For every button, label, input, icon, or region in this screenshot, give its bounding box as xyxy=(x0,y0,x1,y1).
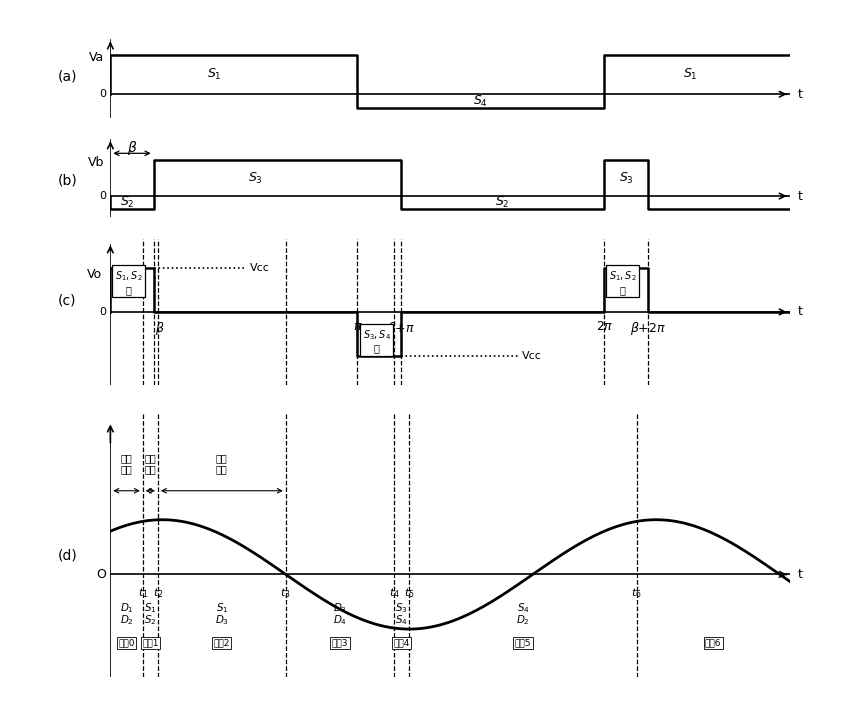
Text: $2\pi$: $2\pi$ xyxy=(595,320,613,333)
Text: $S_1$: $S_1$ xyxy=(683,67,698,82)
Text: (a): (a) xyxy=(58,70,77,83)
Text: $t_2$: $t_2$ xyxy=(153,586,163,600)
Text: $t_4$: $t_4$ xyxy=(389,586,400,600)
Text: $D_1$: $D_1$ xyxy=(120,602,133,615)
Text: $t_6$: $t_6$ xyxy=(632,586,642,600)
Text: $t_5$: $t_5$ xyxy=(404,586,414,600)
Text: $S_3,S_4$
온: $S_3,S_4$ 온 xyxy=(363,328,391,353)
Text: 0: 0 xyxy=(99,307,106,317)
Text: $S_2$: $S_2$ xyxy=(144,613,156,627)
Text: $\beta$: $\beta$ xyxy=(155,320,165,337)
Text: $\beta$: $\beta$ xyxy=(127,139,138,157)
Text: 환류
모드: 환류 모드 xyxy=(216,453,228,475)
Text: Vb: Vb xyxy=(87,155,104,169)
Text: $S_1$: $S_1$ xyxy=(207,67,222,82)
Text: $S_4$: $S_4$ xyxy=(516,602,530,615)
Text: $\beta$+$\pi$: $\beta$+$\pi$ xyxy=(386,320,414,337)
Text: 구간4: 구간4 xyxy=(393,639,410,647)
Text: 회생
모드: 회생 모드 xyxy=(121,453,132,475)
Text: 구간3: 구간3 xyxy=(332,639,348,647)
Text: t: t xyxy=(797,305,802,319)
Text: (d): (d) xyxy=(57,548,77,562)
Text: $\beta$+$2\pi$: $\beta$+$2\pi$ xyxy=(629,320,666,337)
Text: $D_3$: $D_3$ xyxy=(333,602,347,615)
Text: t: t xyxy=(797,190,802,202)
Text: $S_1$: $S_1$ xyxy=(144,602,157,615)
Text: 0: 0 xyxy=(99,89,106,99)
Text: 구간5: 구간5 xyxy=(514,639,531,647)
Text: Vcc: Vcc xyxy=(250,263,270,273)
Text: (c): (c) xyxy=(58,294,76,308)
Text: 전력
전달: 전력 전달 xyxy=(144,453,156,475)
Text: Va: Va xyxy=(89,51,104,63)
Text: $S_2$: $S_2$ xyxy=(121,195,135,210)
Text: t: t xyxy=(797,88,802,101)
Text: $S_3$: $S_3$ xyxy=(396,602,408,615)
Text: Vcc: Vcc xyxy=(522,351,542,361)
Text: $S_1,S_2$
온: $S_1,S_2$ 온 xyxy=(115,270,143,294)
Text: 구간6: 구간6 xyxy=(705,639,722,647)
Text: $S_4$: $S_4$ xyxy=(396,613,408,627)
Text: $\pi$: $\pi$ xyxy=(352,320,363,333)
Text: 구간1: 구간1 xyxy=(142,639,159,647)
Text: $S_3$: $S_3$ xyxy=(248,170,263,186)
Text: $S_4$: $S_4$ xyxy=(474,94,488,109)
Text: $S_3$: $S_3$ xyxy=(619,170,633,186)
Text: $t_1$: $t_1$ xyxy=(138,586,148,600)
Text: $S_1,S_2$
온: $S_1,S_2$ 온 xyxy=(609,270,636,294)
Text: Vo: Vo xyxy=(87,268,103,281)
Text: (b): (b) xyxy=(57,173,77,187)
Text: $D_2$: $D_2$ xyxy=(516,613,530,627)
Text: 0: 0 xyxy=(99,191,106,201)
Text: $D_3$: $D_3$ xyxy=(215,613,229,627)
Text: 구간2: 구간2 xyxy=(214,639,230,647)
Text: $S_2$: $S_2$ xyxy=(495,195,509,210)
Text: $D_4$: $D_4$ xyxy=(333,613,347,627)
Text: $S_1$: $S_1$ xyxy=(216,602,228,615)
Text: 구간0: 구간0 xyxy=(118,639,135,647)
Text: O: O xyxy=(97,568,106,581)
Text: t: t xyxy=(797,568,802,581)
Text: $t_3$: $t_3$ xyxy=(280,586,291,600)
Text: $D_2$: $D_2$ xyxy=(120,613,133,627)
